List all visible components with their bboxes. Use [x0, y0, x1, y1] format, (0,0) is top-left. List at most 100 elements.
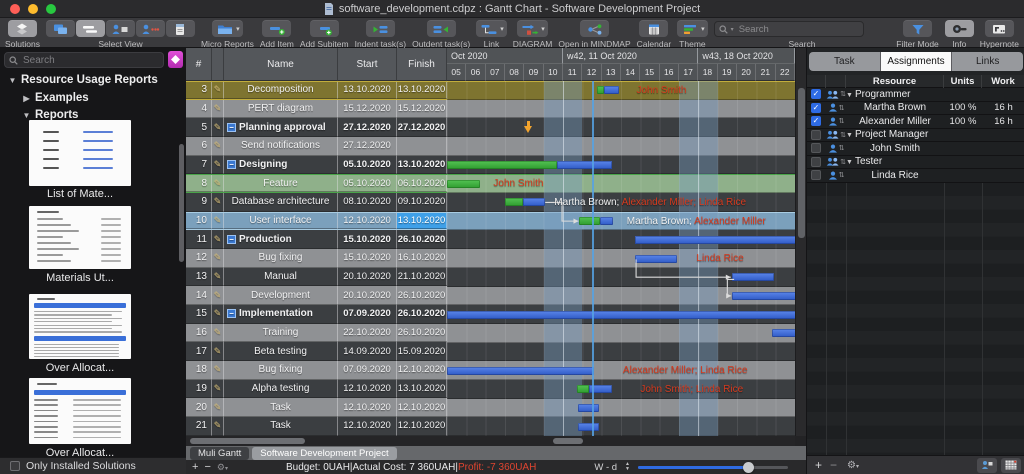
column-header-icon[interactable]	[212, 48, 224, 81]
resource-row[interactable]: ✓ ⇅ Alexander Miller 100 % 16 h	[807, 115, 1024, 129]
task-start-cell[interactable]: 20.10.2020	[338, 267, 397, 287]
sidebar-tree-item-examples[interactable]: ▶ Examples	[22, 90, 88, 106]
resource-view-button[interactable]	[977, 457, 997, 473]
only-installed-checkbox[interactable]	[10, 461, 20, 471]
edit-cell[interactable]: ✎	[212, 175, 224, 193]
gantt-bar[interactable]	[576, 385, 590, 394]
task-finish-cell[interactable]: 15.12.2020	[397, 99, 447, 119]
resource-row[interactable]: ⇅ ▼ Tester	[807, 155, 1024, 169]
table-row[interactable]: 21 ✎ Task 12.10.2020 12.10.2020	[186, 417, 447, 436]
column-header-#[interactable]: #	[186, 48, 212, 81]
indent-button[interactable]	[365, 20, 395, 37]
view-allocation-button[interactable]	[135, 20, 165, 37]
task-start-cell[interactable]: 12.10.2020	[338, 379, 397, 399]
toolbar-search-field[interactable]: ▾	[713, 21, 864, 37]
solutions-store-icon[interactable]	[168, 51, 183, 68]
task-finish-cell[interactable]: 26.10.2020	[397, 305, 447, 324]
gantt-bar[interactable]	[447, 310, 795, 319]
task-name-cell[interactable]: Feature	[224, 175, 338, 193]
table-row[interactable]: 3 ✎ Decomposition 13.10.2020 13.10.2020	[186, 81, 447, 100]
view-resource-button[interactable]	[105, 20, 135, 37]
zoom-slider[interactable]	[638, 461, 788, 473]
timeline-row[interactable]	[447, 155, 795, 175]
checked-checkbox[interactable]: ✓	[811, 89, 821, 100]
resource-name-cell[interactable]: Alexander Miller	[846, 116, 944, 127]
task-name-cell[interactable]: Decomposition	[224, 82, 338, 99]
task-name-cell[interactable]: Task	[224, 417, 338, 436]
view-document-button[interactable]	[165, 20, 195, 37]
task-name-cell[interactable]: Beta testing	[224, 342, 338, 362]
edit-cell[interactable]: ✎	[212, 193, 224, 212]
timeline-row[interactable]	[447, 174, 795, 194]
timeline-row[interactable]	[447, 211, 795, 231]
gantt-bar[interactable]	[578, 403, 599, 412]
task-name-cell[interactable]: Alpha testing	[224, 379, 338, 399]
task-finish-cell[interactable]: 09.10.2020	[397, 193, 447, 212]
gantt-vertical-scrollbar[interactable]	[795, 48, 806, 436]
task-name-cell[interactable]: − Planning approval	[224, 118, 338, 138]
fullscreen-button[interactable]	[46, 4, 56, 14]
table-row[interactable]: 9 ✎ Database architecture 08.10.2020 09.10.2…	[186, 193, 447, 212]
timeline-row[interactable]	[447, 398, 795, 418]
resource-units-cell[interactable]: 100 %	[949, 102, 977, 114]
table-row[interactable]: 11 ✎ − Production 15.10.2020 26.10.2020	[186, 230, 447, 250]
table-row[interactable]: 8 ✎ Feature 05.10.2020 06.10.2020	[186, 174, 447, 194]
edit-cell[interactable]: ✎	[212, 323, 224, 343]
unchecked-checkbox[interactable]	[811, 143, 821, 154]
gantt-bar[interactable]	[771, 329, 795, 338]
edit-cell[interactable]: ✎	[212, 99, 224, 119]
unchecked-checkbox[interactable]	[811, 170, 821, 181]
task-finish-cell[interactable]: 26.10.2020	[397, 286, 447, 306]
table-row[interactable]: 10 ✎ User interface 12.10.2020 13.10.2020	[186, 211, 447, 231]
collapse-icon[interactable]: −	[227, 160, 236, 170]
checked-checkbox[interactable]: ✓	[811, 116, 821, 127]
table-row[interactable]: 20 ✎ Task 12.10.2020 12.10.2020	[186, 398, 447, 418]
edit-cell[interactable]: ✎	[212, 82, 224, 99]
task-finish-cell[interactable]: 21.10.2020	[397, 267, 447, 287]
edit-cell[interactable]: ✎	[212, 230, 224, 250]
task-finish-cell[interactable]: 12.10.2020	[397, 417, 447, 436]
view-cards-button[interactable]	[45, 20, 75, 37]
resource-name-cell[interactable]: ▼ Tester	[846, 156, 944, 167]
task-start-cell[interactable]: 22.10.2020	[338, 323, 397, 343]
edit-cell[interactable]: ✎	[212, 342, 224, 362]
link-button[interactable]: ▾	[476, 20, 507, 37]
task-name-cell[interactable]: User interface	[224, 212, 338, 230]
collapse-icon[interactable]: −	[227, 234, 236, 244]
tab-links[interactable]: Links	[976, 56, 1000, 67]
diagram-button[interactable]: ▾	[517, 20, 548, 37]
resource-work-cell[interactable]: 16 h	[994, 102, 1013, 114]
add-item-button[interactable]	[262, 20, 292, 37]
mindmap-button[interactable]	[580, 20, 610, 37]
task-name-cell[interactable]: − Implementation	[224, 305, 338, 324]
task-start-cell[interactable]: 15.12.2020	[338, 99, 397, 119]
task-name-cell[interactable]: Database architecture	[224, 193, 338, 212]
task-start-cell[interactable]: 13.10.2020	[338, 82, 397, 99]
edit-cell[interactable]: ✎	[212, 286, 224, 306]
timeline-row[interactable]	[447, 137, 795, 156]
sidebar-search-input[interactable]	[21, 53, 159, 67]
timeline-row[interactable]	[447, 361, 795, 380]
resource-name-cell[interactable]: ▼ Project Manager	[846, 129, 944, 140]
resource-work-cell[interactable]: 16 h	[994, 115, 1013, 127]
resource-column-header-resource[interactable]: Resource	[846, 75, 944, 88]
gantt-bar[interactable]	[732, 273, 774, 282]
timeline-row[interactable]	[447, 118, 795, 138]
task-finish-cell[interactable]: 26.10.2020	[397, 230, 447, 250]
timeline-row[interactable]	[447, 193, 795, 212]
info-button[interactable]	[944, 20, 974, 37]
resource-row[interactable]: ⇅ Linda Rice	[807, 169, 1024, 183]
task-start-cell[interactable]: 27.12.2020	[338, 137, 397, 156]
toolbar-search-input[interactable]	[736, 22, 859, 36]
theme-button[interactable]: ▾	[677, 20, 708, 37]
table-row[interactable]: 12 ✎ Bug fixing 15.10.2020 16.10.2020	[186, 249, 447, 268]
gear-icon[interactable]: ⚙▾	[847, 459, 860, 471]
task-name-cell[interactable]: Manual	[224, 267, 338, 287]
gantt-bar[interactable]	[596, 86, 604, 95]
add-task-button[interactable]: +	[192, 460, 199, 473]
resource-row[interactable]: ⇅ ▼ Project Manager	[807, 128, 1024, 142]
sidebar-scrollbar[interactable]	[179, 144, 184, 262]
timeline-horizontal-scrollbar[interactable]	[447, 436, 795, 446]
resource-units-cell[interactable]: 100 %	[949, 115, 977, 127]
minimize-button[interactable]	[28, 4, 38, 14]
